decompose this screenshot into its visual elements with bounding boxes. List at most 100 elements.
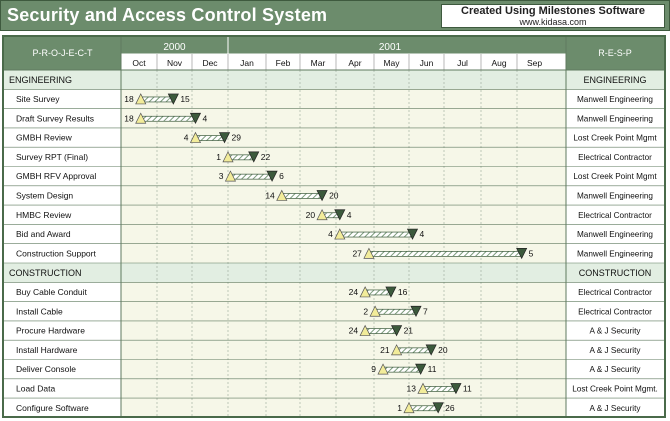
end-milestone	[385, 286, 397, 298]
month-label: Jul	[457, 58, 468, 68]
timeline-row-bg	[121, 89, 566, 109]
month-label: Oct	[132, 58, 146, 68]
task-resp: Lost Creek Point Mgmt.	[572, 384, 658, 393]
timeline-row-bg	[121, 147, 566, 167]
timeline-row-bg	[121, 398, 566, 416]
start-date-label: 24	[349, 287, 359, 297]
task-resp: A & J Security	[590, 365, 642, 374]
task-bar	[230, 173, 273, 180]
task-bar	[140, 96, 174, 103]
task-resp: A & J Security	[590, 404, 642, 413]
resp-header: R-E-S-P	[598, 48, 632, 58]
timeline-row-bg	[121, 340, 566, 360]
timeline-row-bg	[121, 127, 566, 148]
start-date-label: 2	[363, 306, 368, 316]
end-milestone	[391, 325, 403, 337]
section-row-bg	[4, 70, 664, 90]
end-date-label: 4	[347, 210, 352, 220]
timeline-row-bg	[121, 378, 566, 399]
start-date-label: 9	[371, 364, 376, 374]
start-date-label: 1	[216, 152, 221, 162]
end-milestone	[410, 305, 422, 318]
end-date-label: 5	[529, 248, 534, 258]
start-date-label: 18	[124, 94, 134, 104]
start-milestone	[417, 382, 429, 394]
task-name: Survey RPT (Final)	[16, 152, 88, 162]
end-milestone	[450, 383, 462, 395]
year-label: 2001	[379, 42, 402, 53]
section-label: ENGINEERING	[9, 75, 72, 85]
task-name: Draft Survey Results	[16, 113, 94, 123]
start-milestone	[359, 286, 371, 298]
gantt-chart: P-R-O-J-E-C-T R-E-S-P 2000 2001 Oct Nov Dec Jan…	[2, 35, 666, 418]
timeline-row-bg	[121, 320, 566, 341]
end-date-label: 22	[261, 152, 271, 162]
start-milestone	[316, 208, 328, 221]
end-milestone	[316, 190, 328, 202]
end-date-label: 4	[202, 113, 207, 123]
task-resp: Manwell Engineering	[577, 95, 653, 104]
end-date-label: 20	[438, 345, 448, 355]
start-milestone	[391, 344, 403, 356]
gantt-chart-svg: P-R-O-J-E-C-T R-E-S-P 2000 2001 Oct Nov Dec Jan…	[4, 37, 664, 416]
start-date-label: 13	[407, 383, 417, 393]
task-bar	[422, 386, 457, 392]
end-milestone	[406, 228, 419, 240]
start-date-label: 14	[265, 190, 275, 200]
start-date-label: 24	[349, 326, 359, 336]
timeline-row-bg	[121, 185, 566, 206]
month-label: Jan	[240, 58, 254, 68]
end-milestone	[189, 112, 202, 125]
section-resp: CONSTRUCTION	[579, 268, 652, 278]
task-name: GMBH RFV Approval	[16, 171, 96, 181]
task-bar	[396, 347, 432, 354]
timeline-row-bg	[121, 243, 566, 263]
timeline-row-bg	[121, 166, 566, 186]
task-resp: Lost Creek Point Mgmt	[573, 134, 657, 143]
end-milestone	[425, 344, 437, 356]
start-milestone	[135, 93, 147, 105]
end-milestone	[415, 363, 427, 375]
task-name: Site Survey	[16, 94, 60, 104]
end-milestone	[516, 248, 528, 260]
timeline-row-bg	[121, 205, 566, 225]
project-header: P-R-O-J-E-C-T	[33, 48, 93, 58]
start-date-label: 27	[352, 248, 362, 258]
end-date-label: 21	[404, 326, 414, 336]
end-milestone	[248, 151, 260, 163]
start-milestone	[276, 189, 288, 201]
end-milestone	[334, 209, 346, 221]
start-date-label: 1	[397, 403, 402, 413]
task-resp: Manwell Engineering	[577, 249, 653, 258]
task-bar	[339, 231, 413, 238]
start-milestone	[334, 228, 346, 240]
task-name: Procure Hardware	[16, 326, 85, 336]
end-date-label: 20	[329, 190, 339, 200]
task-name: Load Data	[16, 383, 55, 393]
task-name: Bid and Award	[16, 229, 71, 239]
start-date-label: 3	[219, 171, 224, 181]
task-resp: Manwell Engineering	[577, 114, 653, 123]
task-bar	[382, 366, 422, 373]
task-name: Buy Cable Conduit	[16, 287, 88, 297]
start-date-label: 18	[124, 113, 134, 123]
task-resp: Electrical Contractor	[578, 153, 652, 162]
month-band	[121, 54, 566, 70]
start-date-label: 21	[380, 345, 390, 355]
task-resp: A & J Security	[590, 346, 642, 355]
task-resp: Manwell Engineering	[577, 230, 653, 239]
title-bar: Security and Access Control System Creat…	[0, 0, 670, 31]
task-resp: A & J Security	[590, 327, 642, 336]
end-milestone	[266, 170, 278, 182]
end-milestone	[167, 93, 179, 105]
year-label: 2000	[163, 42, 186, 53]
month-label: Aug	[491, 58, 506, 68]
task-resp: Electrical Contractor	[578, 288, 652, 297]
timeline-row-bg	[121, 359, 566, 379]
start-milestone	[224, 170, 237, 182]
start-milestone	[222, 151, 234, 163]
start-milestone	[135, 112, 147, 124]
task-bar	[140, 115, 196, 122]
task-name: Configure Software	[16, 403, 89, 413]
credit-text: Created Using Milestones Software	[461, 5, 645, 17]
